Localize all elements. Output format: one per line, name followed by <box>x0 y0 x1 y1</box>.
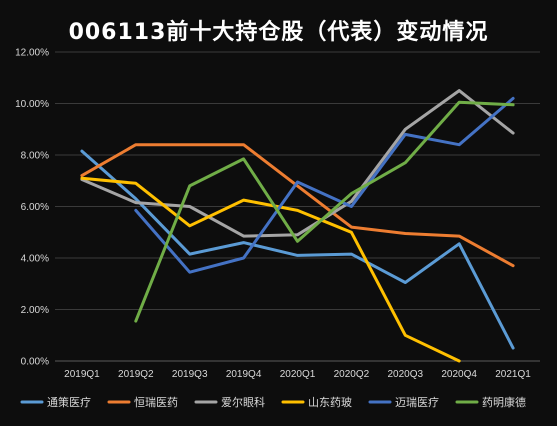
x-tick-label: 2020Q4 <box>441 369 477 380</box>
y-tick-label: 10.00% <box>15 99 49 110</box>
legend-label: 药明康德 <box>482 395 526 409</box>
x-tick-label: 2020Q3 <box>387 369 423 380</box>
series-line-5 <box>134 96 515 274</box>
x-tick-label: 2019Q3 <box>172 369 208 380</box>
legend-label: 山东药玻 <box>308 396 352 409</box>
y-tick-label: 0.00% <box>21 357 49 368</box>
legend-label: 爱尔眼科 <box>221 395 265 409</box>
x-tick-label: 2019Q1 <box>64 369 100 380</box>
x-tick-label: 2021Q1 <box>495 369 531 380</box>
y-axis: 0.00% 2.00% 4.00% 6.00% 8.00% 10.00% 12.00% <box>15 48 49 368</box>
legend-label: 恒瑞医药 <box>134 395 178 409</box>
y-tick-label: 4.00% <box>21 254 49 265</box>
legend-label: 通策医疗 <box>47 395 91 409</box>
legend: 通策医疗 恒瑞医药 爱尔眼科 山东药玻 迈瑞医疗 药明康德 <box>20 395 526 409</box>
x-axis: 2019Q1 2019Q2 2019Q3 2019Q4 2020Q1 2020Q2 2020… <box>64 369 531 380</box>
x-tick-label: 2019Q2 <box>118 369 154 380</box>
y-tick-label: 8.00% <box>21 151 49 162</box>
series-line-1 <box>80 149 515 350</box>
y-tick-label: 6.00% <box>21 202 49 213</box>
series-line-4 <box>80 176 461 363</box>
series-line-3 <box>80 89 515 238</box>
y-tick-label: 2.00% <box>21 305 49 316</box>
series-group <box>80 89 515 363</box>
series-line-6 <box>134 100 515 323</box>
series-line-2 <box>80 143 515 268</box>
legend-label: 迈瑞医疗 <box>395 395 439 409</box>
x-tick-label: 2019Q4 <box>226 369 262 380</box>
x-tick-label: 2020Q1 <box>280 369 316 380</box>
y-tick-label: 12.00% <box>15 48 49 59</box>
chart-title: 006113前十大持仓股（代表）变动情况 <box>68 20 489 45</box>
x-tick-label: 2020Q2 <box>334 369 370 380</box>
